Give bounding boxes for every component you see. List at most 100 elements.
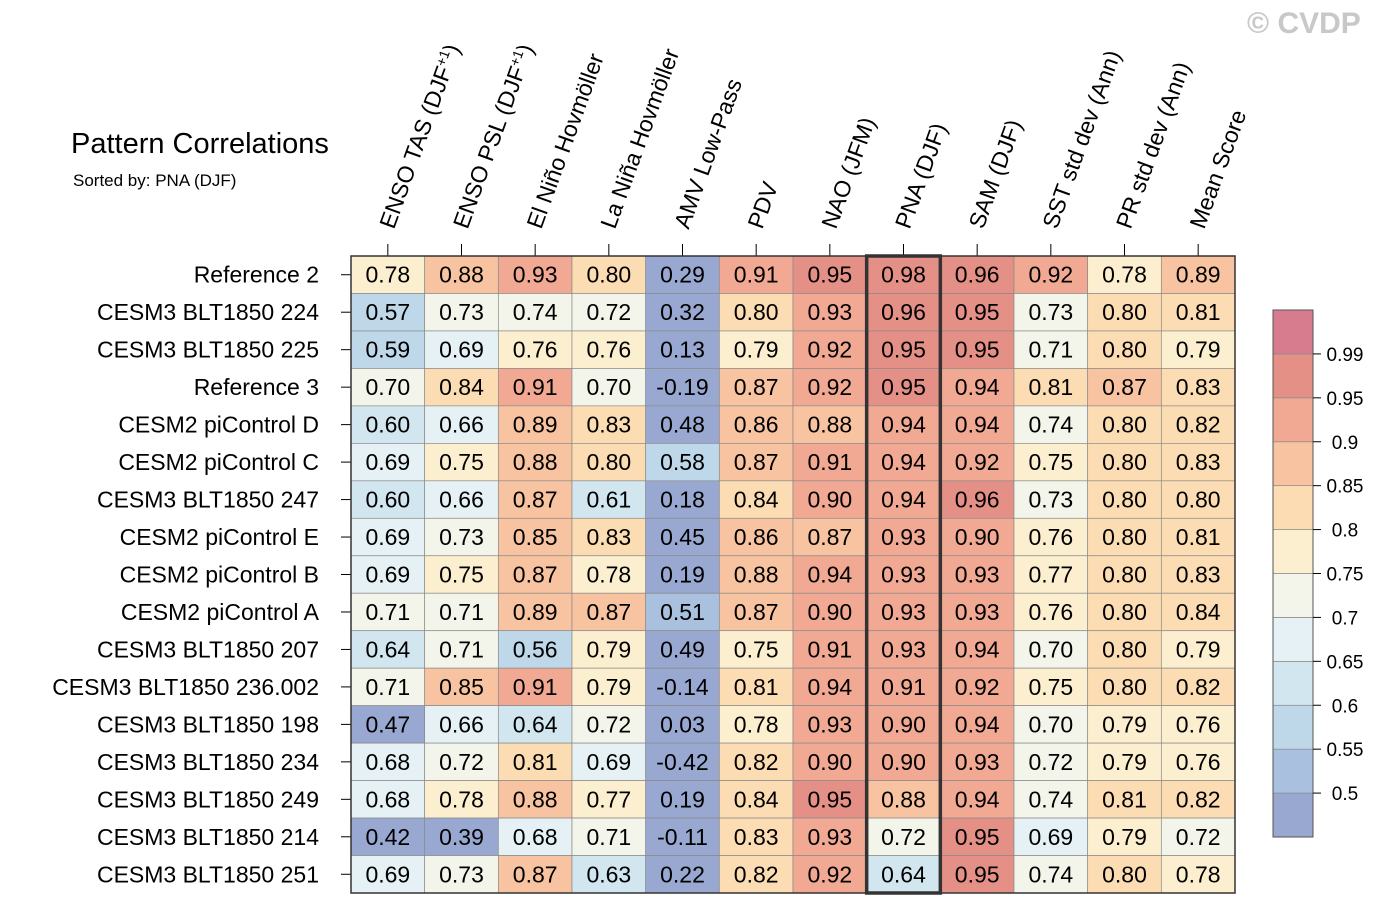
cell-value: 0.79 [1102,749,1147,775]
cell-value: 0.93 [955,599,1000,625]
cell-value: 0.60 [365,487,410,513]
cell-value: 0.57 [365,299,410,325]
cell-value: 0.83 [1176,449,1221,475]
cell-value: 0.96 [881,299,926,325]
heatmap-cell [866,368,941,407]
cell-value: 0.94 [881,487,926,513]
column-label-superscript: +1 [432,48,453,69]
row-label: CESM3 BLT1850 251 [97,861,319,887]
heatmap-cell [718,443,794,482]
heatmap-cell [866,517,941,557]
cell-value: 0.03 [660,711,705,737]
cell-value: 0.84 [1176,599,1221,625]
column-label-text: ENSO TAS (DJF [374,63,457,232]
column-label: PDV [742,178,783,232]
cell-value: 0.87 [513,861,558,887]
heatmap-cell [497,517,573,557]
cell-value: 0.69 [365,449,410,475]
heatmap-cell [645,705,720,744]
heatmap-cell [866,667,941,706]
heatmap-cell [571,405,647,444]
heatmap-cell [1087,405,1162,444]
heatmap-cell [350,630,426,669]
heatmap-cell [1013,855,1089,894]
heatmap-cell [645,667,720,706]
heatmap-cell [792,255,868,294]
cell-value: 0.79 [1102,824,1147,850]
cell-value: 0.90 [881,711,926,737]
row-label: CESM3 BLT1850 198 [97,711,319,737]
cell-value: 0.61 [586,487,631,513]
cell-value: 0.77 [1028,562,1073,588]
heatmap-cell [350,780,426,819]
column-label-text: ENSO PSL (DJF [448,63,531,232]
cell-value: 0.94 [955,374,1000,400]
heatmap-cell [1087,293,1162,332]
heatmap-cell [939,443,1015,482]
heatmap-cell [645,592,720,632]
cell-value: 0.68 [513,824,558,850]
cell-value: 0.94 [955,711,1000,737]
heatmap-cell [1160,405,1236,444]
cell-value: 0.90 [807,749,852,775]
heatmap-cell [939,855,1015,894]
cell-value: 0.73 [1028,487,1073,513]
cell-value: 0.75 [439,449,484,475]
colorbar-swatch [1272,529,1314,574]
cell-value: 0.68 [365,749,410,775]
heatmap-cell [792,705,868,744]
cell-value: 0.91 [734,262,779,288]
heatmap-cell [497,330,573,369]
heatmap-cell [571,780,647,819]
cell-value: 0.87 [807,524,852,550]
cell-value: 0.72 [1176,824,1221,850]
row-label: CESM2 piControl E [120,524,319,550]
cell-value: 0.87 [586,599,631,625]
heatmap-cell [571,368,647,407]
heatmap-cell [939,405,1015,444]
cell-value: 0.42 [365,824,410,850]
column-label-text: AMV Low-Pass [669,75,747,232]
cell-value: 0.93 [807,299,852,325]
heatmap-cell [1087,667,1162,706]
cell-value: 0.88 [734,562,779,588]
cell-value: 0.80 [1102,412,1147,438]
heatmap-cell [497,855,573,894]
cell-value: 0.72 [439,749,484,775]
cell-value: 0.64 [513,711,558,737]
cell-value: 0.72 [1028,749,1073,775]
cell-value: 0.91 [807,449,852,475]
heatmap-cell [866,742,941,781]
cell-value: 0.64 [365,636,410,662]
cell-value: 0.86 [734,412,779,438]
cell-value: 0.75 [1028,449,1073,475]
row-label: CESM3 BLT1850 225 [97,337,319,363]
cell-value: 0.71 [439,599,484,625]
colorbar-label: 0.99 [1327,345,1364,366]
row-label: CESM2 piControl C [118,449,319,475]
heatmap-cell [497,293,573,332]
column-label-text: PDV [742,178,783,232]
cell-value: 0.87 [513,562,558,588]
heatmap-cell [718,517,794,557]
cell-value: 0.81 [1028,374,1073,400]
heatmap-cell [1013,630,1089,669]
column-label-text: Mean Score [1184,106,1251,231]
heatmap-cell [718,780,794,819]
heatmap-cell [424,405,499,444]
heatmap-cell [792,742,868,781]
heatmap-cell [645,255,720,294]
heatmap-cell [645,555,720,594]
heatmap-cell [1160,293,1236,332]
heatmap-cell [792,780,868,819]
heatmap-cell [792,293,868,332]
cell-value: 0.69 [365,562,410,588]
heatmap-cell [1013,255,1089,294]
cell-value: 0.92 [807,337,852,363]
heatmap-cell [497,817,573,856]
column-label: NAO (JFM) [816,114,880,232]
cell-value: 0.95 [955,824,1000,850]
heatmap-cell [1087,517,1162,557]
row-label: CESM3 BLT1850 224 [97,299,319,325]
cell-value: 0.80 [734,299,779,325]
